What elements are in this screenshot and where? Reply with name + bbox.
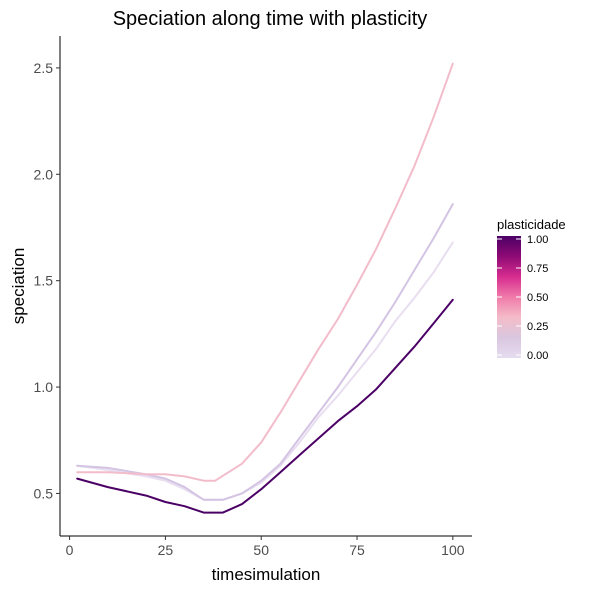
legend-tick-label: 0.75	[527, 263, 548, 275]
y-axis-ticks: 0.5 1.0 1.5 2.0 2.5	[34, 60, 60, 501]
series-line	[76, 62, 454, 482]
y-tick-label: 0.5	[34, 485, 54, 501]
y-tick-label: 2.0	[34, 166, 54, 182]
x-tick-label: 75	[349, 542, 365, 558]
plot-area: 0 25 50 75 100 0.5 1.0 1.5 2.0 2.5	[34, 36, 472, 558]
x-tick-label: 50	[253, 542, 269, 558]
legend-title: plasticidade	[497, 217, 566, 232]
series-line	[76, 203, 454, 501]
x-tick-label: 25	[158, 542, 174, 558]
y-tick-label: 1.0	[34, 379, 54, 395]
series-lines	[76, 62, 454, 514]
legend-ticks: 0.00 0.25 0.50 0.75 1.00	[497, 234, 548, 362]
series-line	[76, 241, 454, 501]
x-tick-label: 100	[441, 542, 465, 558]
x-axis-ticks: 0 25 50 75 100	[66, 536, 465, 558]
legend: plasticidade 0.00 0.25 0.50 0.75 1.00	[497, 217, 566, 362]
y-axis-title: speciation	[9, 248, 28, 325]
chart-title: Speciation along time with plasticity	[113, 8, 428, 30]
legend-tick-label: 0.50	[527, 292, 548, 304]
legend-tick-label: 1.00	[527, 234, 548, 246]
legend-tick-label: 0.25	[527, 321, 548, 333]
legend-tick-label: 0.00	[527, 350, 548, 362]
x-tick-label: 0	[66, 542, 74, 558]
y-tick-label: 1.5	[34, 273, 54, 289]
y-tick-label: 2.5	[34, 60, 54, 76]
series-line	[76, 298, 454, 514]
x-axis-title: timesimulation	[212, 565, 321, 584]
